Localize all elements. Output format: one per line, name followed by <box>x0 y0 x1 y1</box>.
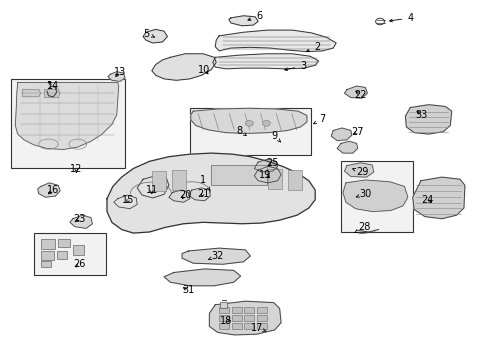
Bar <box>219 315 228 321</box>
Polygon shape <box>137 176 168 198</box>
Bar <box>219 307 228 313</box>
Bar <box>244 315 254 321</box>
Bar <box>152 171 165 191</box>
Text: 13: 13 <box>114 67 126 77</box>
Bar <box>172 170 185 190</box>
Polygon shape <box>254 166 281 183</box>
Bar <box>340 161 412 232</box>
Bar <box>257 323 266 329</box>
Bar <box>41 239 55 249</box>
Polygon shape <box>228 16 258 26</box>
Bar <box>288 170 302 190</box>
Text: 2: 2 <box>306 42 320 52</box>
Text: 27: 27 <box>351 127 363 136</box>
Text: 4: 4 <box>389 13 412 23</box>
Text: 7: 7 <box>313 114 325 124</box>
Polygon shape <box>108 72 125 81</box>
Bar <box>257 315 266 321</box>
Text: 16: 16 <box>47 185 60 195</box>
Polygon shape <box>22 90 41 97</box>
Text: 25: 25 <box>266 158 279 168</box>
Text: 31: 31 <box>182 285 194 296</box>
Text: 23: 23 <box>73 214 86 224</box>
Text: 1: 1 <box>200 175 209 190</box>
Polygon shape <box>344 163 373 177</box>
Polygon shape <box>44 90 60 98</box>
Text: 30: 30 <box>356 189 371 199</box>
Polygon shape <box>15 82 119 149</box>
Text: 11: 11 <box>145 185 158 195</box>
Bar <box>41 251 54 260</box>
Text: 10: 10 <box>198 64 210 75</box>
Bar <box>231 315 241 321</box>
Polygon shape <box>163 269 240 286</box>
Text: 5: 5 <box>142 29 154 39</box>
Polygon shape <box>336 141 357 153</box>
Polygon shape <box>405 105 451 134</box>
Text: 24: 24 <box>420 195 433 205</box>
Polygon shape <box>38 183 60 197</box>
Bar <box>73 244 83 255</box>
Circle shape <box>262 121 270 126</box>
Text: 32: 32 <box>208 251 224 261</box>
Polygon shape <box>114 195 137 209</box>
Text: 33: 33 <box>414 110 426 120</box>
Bar <box>267 169 281 189</box>
Polygon shape <box>107 153 315 233</box>
Polygon shape <box>70 215 92 228</box>
Text: 14: 14 <box>47 81 60 91</box>
Text: 8: 8 <box>236 126 245 136</box>
Polygon shape <box>215 30 335 51</box>
Polygon shape <box>254 159 277 172</box>
Polygon shape <box>212 54 318 69</box>
Bar <box>257 307 266 313</box>
Bar <box>34 233 106 275</box>
Bar <box>211 165 267 185</box>
Polygon shape <box>190 108 306 134</box>
Text: 20: 20 <box>179 190 191 200</box>
Bar <box>189 108 310 155</box>
Bar <box>57 251 67 259</box>
Bar <box>231 323 241 329</box>
Text: 18: 18 <box>220 316 232 325</box>
Polygon shape <box>344 86 366 98</box>
Text: 22: 22 <box>354 90 366 100</box>
Text: 6: 6 <box>247 11 262 21</box>
Polygon shape <box>143 30 167 43</box>
Bar <box>11 79 124 168</box>
Polygon shape <box>182 248 250 264</box>
Text: 15: 15 <box>122 195 134 205</box>
Bar <box>58 239 70 247</box>
Text: 19: 19 <box>258 170 270 180</box>
Text: 3: 3 <box>284 61 305 71</box>
Text: 17: 17 <box>250 323 265 333</box>
Bar <box>244 323 254 329</box>
Polygon shape <box>342 180 407 212</box>
Polygon shape <box>168 190 189 202</box>
Polygon shape <box>330 128 351 140</box>
Polygon shape <box>188 188 210 201</box>
Text: 21: 21 <box>197 189 209 199</box>
Bar <box>219 323 228 329</box>
Bar <box>244 307 254 313</box>
Text: 28: 28 <box>354 222 369 233</box>
Text: 26: 26 <box>73 259 86 269</box>
Text: 29: 29 <box>352 167 368 177</box>
Bar <box>231 307 241 313</box>
Text: 9: 9 <box>271 131 280 142</box>
Bar <box>220 302 227 309</box>
Polygon shape <box>152 54 216 80</box>
Bar <box>41 261 51 267</box>
Circle shape <box>245 121 253 126</box>
Polygon shape <box>209 301 281 335</box>
Text: 12: 12 <box>70 164 82 174</box>
Polygon shape <box>412 177 464 219</box>
